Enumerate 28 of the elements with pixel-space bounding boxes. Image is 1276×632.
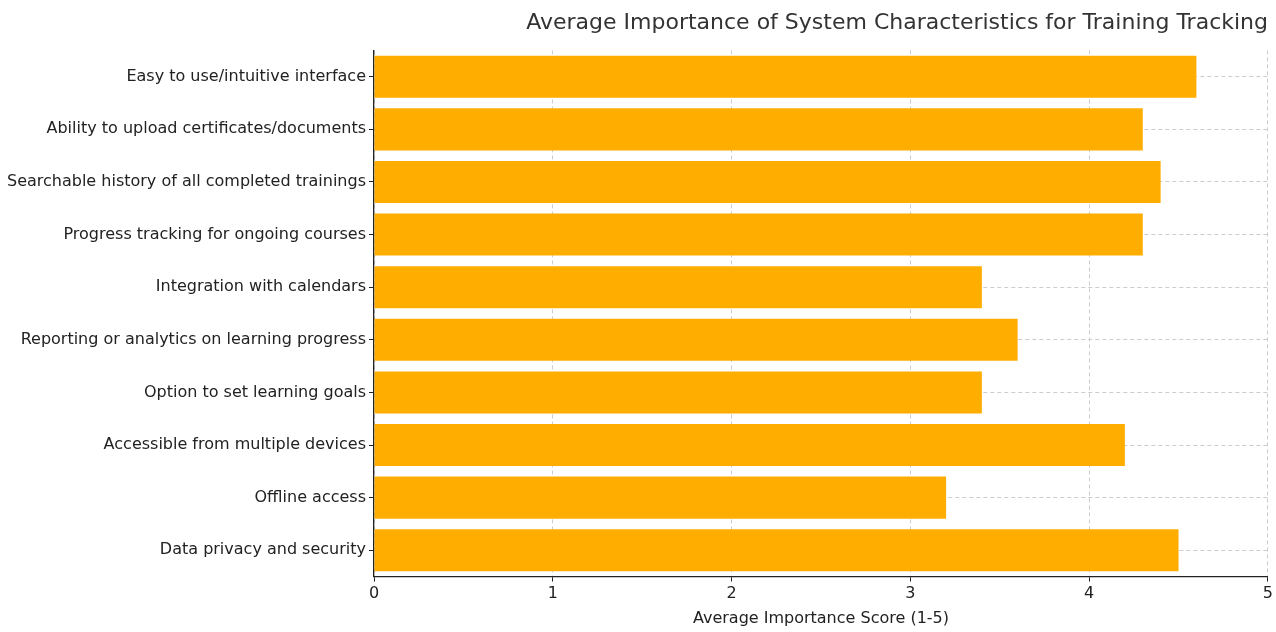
x-tick-label: 4 [1084,583,1095,603]
y-tick-label: Reporting or analytics on learning progress [20,328,367,348]
bar [374,318,1018,361]
x-tick-label: 1 [547,583,558,603]
y-tick-label: Searchable history of all completed trainings [6,171,367,191]
y-tick-label: Integration with calendars [155,276,367,296]
y-tick-label: Ability to upload certificates/documents [46,118,367,138]
x-tick-label: 2 [726,583,737,603]
y-tick-label: Offline access [254,486,367,506]
bar [374,55,1197,98]
y-tick-label: Option to set learning goals [143,381,367,401]
bar [374,108,1143,151]
y-tick-label: Easy to use/intuitive interface [126,65,367,85]
bar [374,160,1161,203]
y-tick-label: Progress tracking for ongoing courses [63,223,367,243]
bar [374,476,947,519]
chart-title: Average Importance of System Characteristics for Training Tracking [526,8,1268,34]
bar [374,529,1179,572]
y-tick-label: Data privacy and security [159,539,367,559]
x-tick-label: 5 [1262,583,1273,603]
x-axis-title: Average Importance Score (1-5) [692,607,949,627]
y-tick-label: Accessible from multiple devices [103,434,367,454]
x-tick-label: 0 [368,583,380,603]
bar [374,424,1125,467]
bar [374,371,982,414]
bar [374,213,1143,256]
x-tick-label: 3 [905,583,916,603]
bar [374,266,982,309]
